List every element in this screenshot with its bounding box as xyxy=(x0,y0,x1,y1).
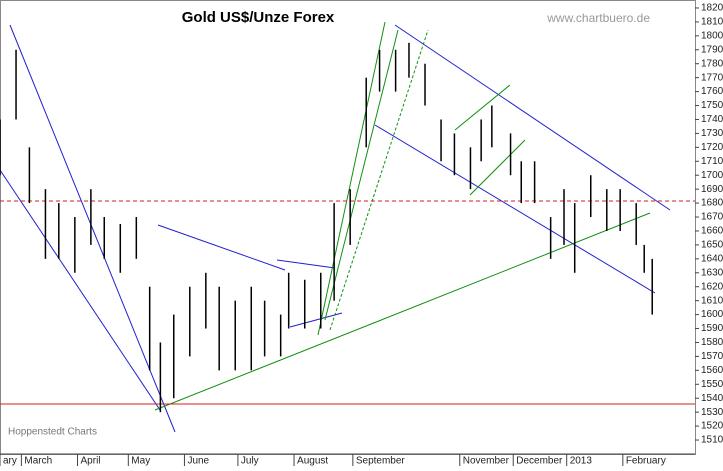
y-tick-label: 1580 xyxy=(701,337,723,348)
trendline xyxy=(329,29,429,331)
y-tick-label: 1740 xyxy=(701,114,723,125)
y-tick-label: 1790 xyxy=(701,44,723,55)
trendline xyxy=(394,24,671,211)
y-tick-label: 1590 xyxy=(701,323,723,334)
y-tick-label: 1670 xyxy=(701,212,723,223)
y-tick-label: 1520 xyxy=(701,421,723,432)
y-tick-label: 1610 xyxy=(701,295,723,306)
y-tick-label: 1820 xyxy=(701,3,723,14)
trendline xyxy=(317,21,386,336)
trendlines xyxy=(0,21,695,433)
x-tick-label: April xyxy=(81,456,101,466)
y-tick-label: 1710 xyxy=(701,156,723,167)
y-tick-label: 1530 xyxy=(701,407,723,418)
watermark: www.chartbuero.de xyxy=(546,11,650,25)
y-tick-label: 1690 xyxy=(701,184,723,195)
x-tick-label: June xyxy=(187,456,209,466)
y-tick-label: 1750 xyxy=(701,100,723,111)
trendline xyxy=(276,259,336,269)
y-tick-label: 1730 xyxy=(701,128,723,139)
y-tick-label: 1640 xyxy=(701,253,723,264)
y-tick-label: 1660 xyxy=(701,226,723,237)
y-tick-label: 1800 xyxy=(701,30,723,41)
trendline xyxy=(469,139,526,196)
trendline xyxy=(154,212,651,411)
y-tick-label: 1540 xyxy=(701,393,723,404)
source: Hoppenstedt Charts xyxy=(8,427,97,438)
y-tick-label: 1630 xyxy=(701,267,723,278)
y-tick-label: 1760 xyxy=(701,86,723,97)
y-tick-label: 1550 xyxy=(701,379,723,390)
y-tick-label: 1780 xyxy=(701,58,723,69)
y-tick-label: 1620 xyxy=(701,281,723,292)
x-tick-label: February xyxy=(626,456,666,466)
trendline xyxy=(9,24,176,433)
trendline xyxy=(374,124,656,294)
x-tick-label: ary xyxy=(3,456,17,466)
y-tick-label: 1700 xyxy=(701,170,723,181)
trendline xyxy=(157,224,286,271)
y-tick-label: 1650 xyxy=(701,240,723,251)
x-tick-label: November xyxy=(463,456,510,466)
x-tick-label: September xyxy=(356,456,406,466)
y-tick-label: 1810 xyxy=(701,17,723,28)
y-tick-label: 1600 xyxy=(701,309,723,320)
y-tick-label: 1720 xyxy=(701,142,723,153)
x-tick-label: July xyxy=(241,456,259,466)
y-tick-label: 1560 xyxy=(701,365,723,376)
x-tick-label: 2013 xyxy=(570,456,593,466)
trendline xyxy=(324,29,399,321)
trendline xyxy=(454,84,511,131)
y-tick-label: 1510 xyxy=(701,435,723,446)
trendline xyxy=(289,312,343,328)
y-tick-label: 1770 xyxy=(701,72,723,83)
chart-title: Gold US$/Unze Forex xyxy=(182,9,335,26)
x-tick-label: August xyxy=(297,456,328,466)
x-tick-label: December xyxy=(516,456,563,466)
y-tick-label: 1680 xyxy=(701,198,723,209)
trendline xyxy=(0,169,161,411)
x-tick-label: March xyxy=(24,456,52,466)
x-tick-label: May xyxy=(131,456,150,466)
y-tick-label: 1570 xyxy=(701,351,723,362)
